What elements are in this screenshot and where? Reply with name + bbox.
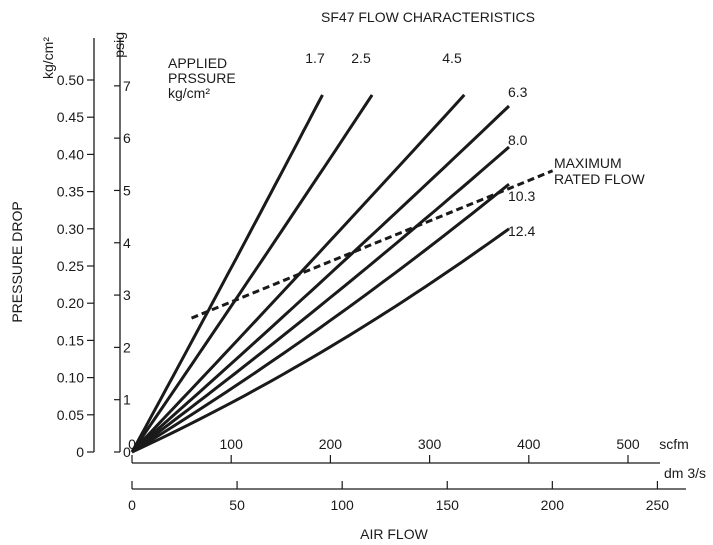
series-line-6.3: [131, 104, 511, 454]
y-tick-label-psig: 3: [123, 287, 131, 303]
x-tick-label-dm3s: 100: [330, 497, 354, 513]
series-line-12.4: [131, 227, 510, 454]
y-tick-label-kg: 0.05: [57, 407, 84, 423]
x-tick-label-scfm: 0: [128, 436, 136, 452]
series-group: [130, 93, 554, 454]
x-tick-label-scfm: 500: [616, 436, 640, 452]
x-tick-label-scfm: 100: [220, 436, 244, 452]
y-tick-label-psig: 6: [123, 130, 131, 146]
series-label-1.7: 1.7: [305, 50, 325, 66]
y-tick-label-psig: 1: [123, 392, 131, 408]
y-tick-label-kg: 0.45: [57, 109, 84, 125]
x-unit-dm3s: dm 3/s: [664, 465, 706, 481]
axes: [87, 38, 686, 490]
x-tick-label-dm3s: 150: [436, 497, 460, 513]
x-tick-label-scfm: 300: [418, 436, 442, 452]
legend-title-line: kg/cm²: [168, 85, 210, 101]
x-tick-label-scfm: 400: [517, 436, 541, 452]
series-line-10.3: [131, 183, 510, 454]
max-rated-flow-label: RATED FLOW: [554, 171, 646, 187]
y-tick-label-kg: 0.15: [57, 332, 84, 348]
y-unit-kg: kg/cm²: [40, 37, 56, 79]
x-tick-label-dm3s: 200: [541, 497, 565, 513]
max-rated-flow-line: [190, 169, 554, 320]
y-unit-psig: psig: [111, 32, 127, 58]
series-label-6.3: 6.3: [508, 84, 528, 100]
series-line-1.7: [130, 94, 324, 453]
x-unit-scfm: scfm: [659, 436, 689, 452]
max-rated-flow-label: MAXIMUM: [554, 155, 622, 171]
y-tick-label-kg: 0.20: [57, 295, 84, 311]
series-label-2.5: 2.5: [351, 50, 371, 66]
legend-title-line: APPLIED: [168, 55, 227, 71]
labels-group: SF47 FLOW CHARACTERISTICS kg/cm² psig PRESS…: [9, 9, 706, 542]
y-axis-title: PRESSURE DROP: [9, 201, 25, 322]
y-tick-label-kg: 0: [76, 444, 84, 460]
y-tick-label-psig: 7: [123, 78, 131, 94]
y-tick-label-psig: 4: [123, 235, 131, 251]
chart-title: SF47 FLOW CHARACTERISTICS: [321, 9, 535, 25]
y-tick-label-kg: 0.30: [57, 221, 84, 237]
y-tick-label-psig: 2: [123, 339, 131, 355]
series-line-2.5: [130, 94, 374, 453]
y-tick-label-kg: 0.25: [57, 258, 84, 274]
y-tick-label-psig: 0: [123, 444, 131, 460]
series-line-8.0: [131, 145, 510, 454]
x-tick-label-dm3s: 50: [229, 497, 245, 513]
y-tick-label-psig: 5: [123, 182, 131, 198]
x-tick-label-scfm: 200: [319, 436, 343, 452]
y-tick-label-kg: 0.40: [57, 146, 84, 162]
legend-title-line: PRSSURE: [168, 70, 236, 86]
x-tick-label-dm3s: 250: [646, 497, 670, 513]
x-axis-title: AIR FLOW: [360, 526, 428, 542]
y-tick-label-kg: 0.35: [57, 184, 84, 200]
series-label-8.0: 8.0: [508, 132, 528, 148]
series-label-10.3: 10.3: [508, 188, 535, 204]
series-label-12.4: 12.4: [508, 223, 535, 239]
y-tick-label-kg: 0.50: [57, 72, 84, 88]
series-label-4.5: 4.5: [442, 50, 462, 66]
x-tick-label-dm3s: 0: [128, 497, 136, 513]
y-tick-label-kg: 0.10: [57, 370, 84, 386]
